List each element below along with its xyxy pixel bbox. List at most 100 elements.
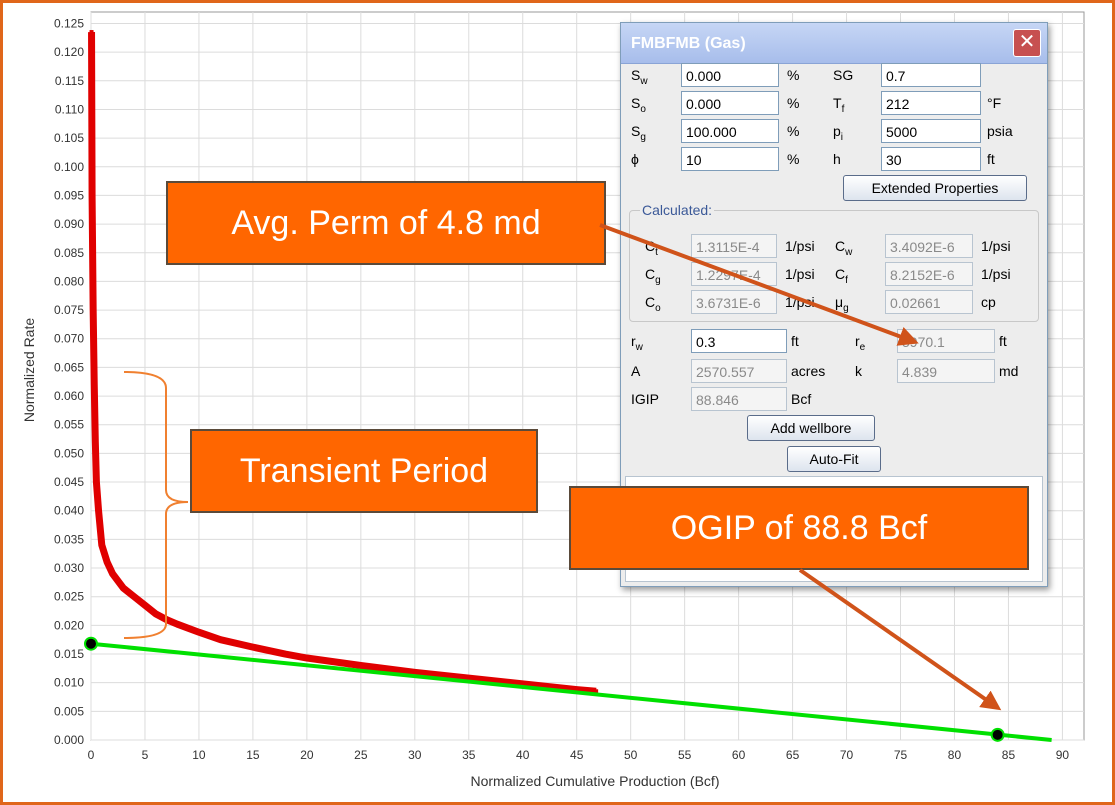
y-tick-label: 0.005 (54, 704, 84, 718)
data-point (218, 637, 223, 642)
x-tick-label: 45 (570, 748, 584, 762)
data-point (574, 687, 579, 692)
y-tick-label: 0.120 (54, 45, 84, 59)
chart-markers (84, 636, 1005, 742)
y-tick-label: 0.105 (54, 131, 84, 145)
y-tick-label: 0.055 (54, 418, 84, 432)
x-tick-label: 80 (948, 748, 962, 762)
dialog-titlebar: FMBFMB (Gas) ✕ (621, 23, 1047, 64)
data-point (90, 193, 95, 198)
SG-field[interactable]: 0.7 (881, 63, 981, 87)
x-tick-label: 40 (516, 748, 530, 762)
calculated-title: Calculated: (640, 202, 715, 218)
k-unit: md (999, 363, 1019, 379)
igip-label: IGIP (631, 391, 660, 407)
phi-unit: % (787, 151, 800, 167)
re-unit: ft (999, 333, 1007, 349)
data-point (92, 382, 97, 387)
dialog-title: FMBFMB (Gas) (631, 35, 746, 52)
data-point (99, 543, 104, 548)
y-tick-label: 0.065 (54, 360, 84, 374)
cw-field: 3.4092E-6 (885, 234, 973, 258)
data-point (142, 603, 147, 608)
data-point (110, 571, 115, 576)
sw-field[interactable]: 0.000 (681, 63, 779, 87)
y-tick-label: 0.125 (54, 16, 84, 30)
data-point (96, 508, 101, 513)
x-tick-label: 60 (732, 748, 746, 762)
rw-label: rw (631, 333, 643, 353)
y-tick-label: 0.025 (54, 590, 84, 604)
mug-field: 0.02661 (885, 290, 973, 314)
cf-unit: 1/psi (981, 266, 1011, 282)
y-tick-label: 0.020 (54, 618, 84, 632)
k-label: k (855, 363, 862, 379)
y-tick-label: 0.100 (54, 160, 84, 174)
re-label: re (855, 333, 866, 353)
sg-field[interactable]: 100.000 (681, 119, 779, 143)
rw-unit: ft (791, 333, 799, 349)
x-tick-label: 25 (354, 748, 368, 762)
x-tick-label: 50 (624, 748, 638, 762)
h-field[interactable]: 30 (881, 147, 981, 171)
sg-unit: % (787, 123, 800, 139)
data-point (283, 652, 288, 657)
x-axis-label: Normalized Cumulative Production (Bcf) (471, 773, 720, 789)
data-point (164, 617, 169, 622)
intercept-marker (84, 636, 98, 651)
close-icon[interactable]: ✕ (1013, 29, 1041, 57)
y-tick-label: 0.035 (54, 532, 84, 546)
tf-field[interactable]: 212 (881, 91, 981, 115)
x-tick-label: 90 (1056, 748, 1070, 762)
mug-label: μg (835, 294, 849, 314)
pi-label: pi (833, 123, 844, 143)
auto-fit-button[interactable]: Auto-Fit (787, 446, 881, 472)
data-point (466, 676, 471, 681)
x-tick-label: 85 (1002, 748, 1016, 762)
y-tick-label: 0.000 (54, 733, 84, 747)
data-point (93, 439, 98, 444)
phi-field[interactable]: 10 (681, 147, 779, 171)
data-point (132, 594, 137, 599)
sg-label: Sg (631, 123, 646, 143)
data-point (358, 663, 363, 668)
cw-label: Cw (835, 238, 853, 258)
pi-field[interactable]: 5000 (881, 119, 981, 143)
data-point (412, 670, 417, 675)
cg-unit: 1/psi (785, 266, 815, 282)
data-point (90, 250, 95, 255)
y-tick-label: 0.060 (54, 389, 84, 403)
data-point (196, 630, 201, 635)
igip-unit: Bcf (791, 391, 812, 407)
data-point (121, 586, 126, 591)
x-tick-label: 55 (678, 748, 692, 762)
rw-field[interactable]: 0.3 (691, 329, 787, 353)
y-tick-label: 0.045 (54, 475, 84, 489)
callout-perm: Avg. Perm of 4.8 md (166, 181, 606, 265)
so-field[interactable]: 0.000 (681, 91, 779, 115)
x-tick-label: 0 (88, 748, 95, 762)
data-point (520, 681, 525, 686)
A-label: A (631, 363, 641, 379)
x-tick-label: 15 (246, 748, 260, 762)
data-point (105, 560, 110, 565)
y-tick-labels: 0.000 0.005 0.010 0.015 0.020 0.025 0.030 0.035… (54, 16, 84, 747)
add-wellbore-button[interactable]: Add wellbore (747, 415, 875, 441)
A-field: 2570.557 (691, 359, 787, 383)
y-tick-label: 0.010 (54, 676, 84, 690)
y-tick-label: 0.115 (55, 74, 84, 88)
y-tick-label: 0.050 (54, 446, 84, 460)
y-axis-label: Normalized Rate (21, 318, 37, 422)
x-tick-label: 10 (192, 748, 206, 762)
cg-label: Cg (645, 266, 661, 286)
intercept-marker (990, 727, 1005, 742)
y-tick-label: 0.070 (54, 332, 84, 346)
data-point (91, 308, 96, 313)
co-field: 3.6731E-6 (691, 290, 777, 314)
sw-unit: % (787, 67, 800, 83)
extended-properties-button[interactable]: Extended Properties (843, 175, 1027, 201)
callout-transient: Transient Period (190, 429, 538, 513)
igip-field: 88.846 (691, 387, 787, 411)
ct-label: Ct (645, 238, 658, 258)
